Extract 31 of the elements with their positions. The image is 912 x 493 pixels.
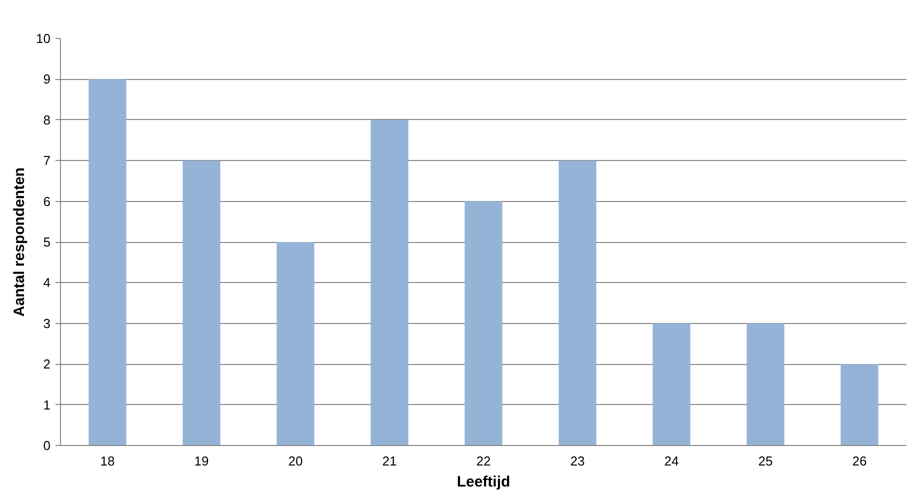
y-tick-label: 4 (43, 275, 51, 290)
x-tick-label: 26 (852, 454, 867, 468)
x-tick-label: 20 (288, 454, 303, 468)
y-tick-label: 3 (43, 316, 51, 331)
y-tick-label: 9 (43, 72, 51, 87)
y-tick-label: 0 (43, 438, 51, 453)
y-tick-label: 7 (43, 153, 51, 168)
y-tick-label: 10 (36, 31, 51, 46)
y-tick-label: 1 (43, 397, 51, 412)
x-tick-label: 24 (664, 454, 679, 468)
bar (370, 120, 408, 446)
bar (558, 160, 596, 446)
bar (276, 242, 314, 446)
y-tick-label: 2 (43, 356, 51, 372)
bar (88, 79, 126, 446)
y-axis-title: Aantal respondenten (11, 167, 28, 317)
bar (652, 323, 690, 446)
x-tick-label: 22 (476, 454, 491, 468)
bar (746, 323, 784, 446)
x-axis-title: Leeftijd (456, 474, 510, 490)
x-tick-label: 21 (382, 454, 397, 468)
x-tick-label: 25 (758, 454, 773, 468)
bar (840, 364, 878, 446)
bar (464, 201, 502, 446)
bar (182, 160, 220, 446)
x-tick-label: 19 (194, 454, 209, 468)
y-tick-label: 6 (43, 194, 51, 209)
x-tick-label: 18 (100, 454, 115, 468)
y-tick-label: 5 (43, 234, 51, 250)
x-tick-label: 23 (570, 454, 585, 468)
y-tick-label: 8 (43, 112, 51, 128)
